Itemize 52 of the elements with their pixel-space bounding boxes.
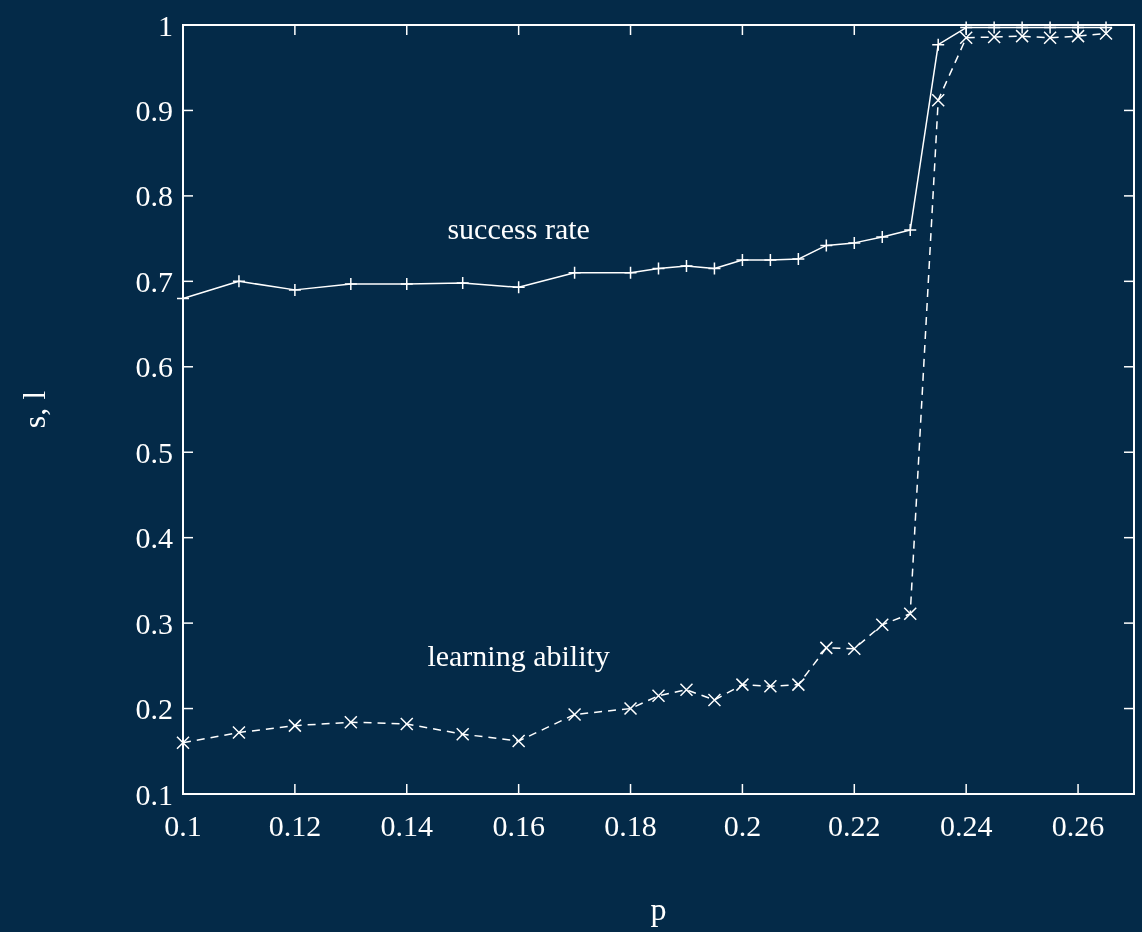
series-label: learning ability xyxy=(427,638,610,672)
y-tick-label: 0.6 xyxy=(135,350,173,384)
y-tick-label: 0.8 xyxy=(135,179,173,213)
x-tick-label: 0.26 xyxy=(1051,809,1105,842)
point xyxy=(651,261,666,276)
x-tick-label: 0.18 xyxy=(604,809,657,842)
x-tick-label: 0.24 xyxy=(939,809,993,842)
point xyxy=(763,253,778,267)
y-tick-label: 0.7 xyxy=(135,264,173,298)
x-axis-title: p xyxy=(650,891,667,927)
point xyxy=(819,238,834,253)
y-tick-label: 0.1 xyxy=(135,777,173,811)
x-tick-label: 0.1 xyxy=(164,809,202,842)
point xyxy=(707,693,722,707)
point xyxy=(735,677,750,692)
x-tick-label: 0.14 xyxy=(380,809,434,842)
point xyxy=(931,93,945,107)
x-tick-label: 0.16 xyxy=(492,809,545,842)
point xyxy=(875,618,890,632)
point xyxy=(232,725,246,740)
point xyxy=(511,734,526,748)
y-axis-title: s, l xyxy=(16,390,52,429)
x-tick-label: 0.22 xyxy=(828,809,881,842)
y-tick-label: 0.9 xyxy=(135,93,173,127)
y-tick-label: 0.4 xyxy=(135,521,173,555)
y-tick-label: 0.5 xyxy=(135,435,173,469)
point xyxy=(1043,31,1057,45)
point xyxy=(651,688,666,703)
series-label: success rate xyxy=(447,211,590,245)
point xyxy=(344,715,358,729)
point xyxy=(511,280,526,295)
y-tick-label: 1 xyxy=(158,8,173,42)
point xyxy=(455,727,470,741)
point xyxy=(623,701,638,716)
point xyxy=(567,707,582,722)
point xyxy=(791,677,806,692)
point xyxy=(288,718,302,733)
point xyxy=(847,641,862,656)
point xyxy=(176,735,190,750)
point xyxy=(903,606,917,621)
point xyxy=(707,261,722,276)
x-tick-label: 0.2 xyxy=(723,809,762,842)
point xyxy=(400,717,414,731)
point xyxy=(819,641,834,655)
point xyxy=(959,31,973,45)
y-tick-label: 0.2 xyxy=(135,692,173,726)
y-tick-label: 0.3 xyxy=(135,606,173,640)
point xyxy=(735,253,750,267)
x-tick-label: 0.12 xyxy=(268,809,322,842)
point xyxy=(679,683,694,697)
point xyxy=(791,252,806,266)
point xyxy=(763,679,778,694)
